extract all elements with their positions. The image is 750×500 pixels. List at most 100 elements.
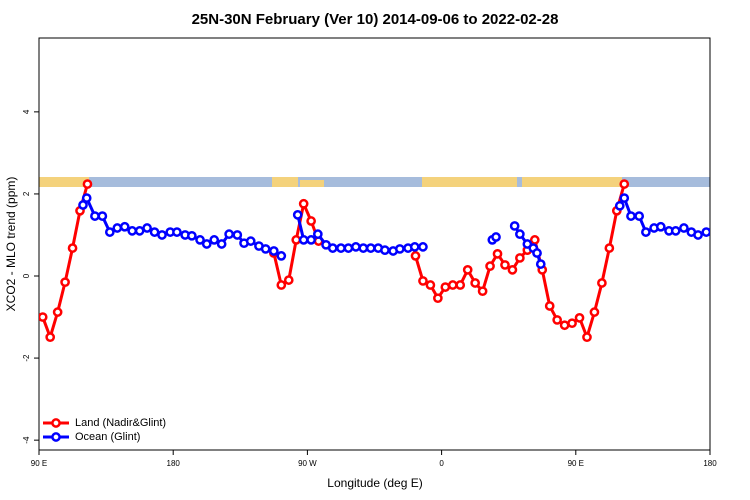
point xyxy=(693,230,703,240)
point xyxy=(45,332,56,343)
legend-label: Land (Nadir&Glint) xyxy=(75,417,166,429)
point xyxy=(455,280,466,290)
point xyxy=(60,277,70,288)
point xyxy=(112,223,123,233)
point xyxy=(327,243,338,253)
point xyxy=(491,232,501,242)
point xyxy=(614,200,625,211)
point xyxy=(209,235,220,245)
y-tick-label: 0 xyxy=(22,273,31,278)
point xyxy=(104,227,115,237)
point xyxy=(634,211,645,221)
plot-area xyxy=(39,179,710,343)
point xyxy=(492,248,503,259)
point xyxy=(201,239,212,249)
point xyxy=(97,211,108,221)
point xyxy=(232,230,243,240)
y-tick-label: -2 xyxy=(22,354,31,362)
point xyxy=(292,210,303,220)
point xyxy=(567,318,577,329)
y-tick-label: 4 xyxy=(22,109,31,114)
point xyxy=(82,179,93,189)
point xyxy=(544,301,555,311)
point xyxy=(425,280,436,290)
point xyxy=(157,230,167,240)
point xyxy=(306,216,316,226)
point xyxy=(535,259,546,269)
point xyxy=(67,243,78,253)
point xyxy=(485,261,495,272)
point xyxy=(78,200,88,210)
point xyxy=(655,221,666,232)
point xyxy=(260,244,271,254)
point xyxy=(394,244,405,254)
point xyxy=(582,332,592,343)
point xyxy=(509,221,520,231)
point xyxy=(532,248,542,258)
x-tick-label: 180 xyxy=(703,459,717,468)
point xyxy=(276,251,287,261)
point xyxy=(500,260,510,270)
y-tick-label: -4 xyxy=(22,436,31,444)
legend-label: Ocean (Glint) xyxy=(75,431,140,443)
x-tick-label: 0 xyxy=(439,459,444,468)
point xyxy=(245,236,256,246)
point xyxy=(269,246,279,256)
point xyxy=(216,239,227,249)
x-tick-label: 90 W xyxy=(298,459,317,468)
x-axis-label: Longitude (deg E) xyxy=(327,476,422,490)
point xyxy=(409,242,420,252)
point xyxy=(619,179,630,189)
point xyxy=(597,278,607,288)
land-ocean-strip xyxy=(39,177,710,187)
x-tick-label: 180 xyxy=(167,459,181,468)
point xyxy=(418,276,428,286)
point xyxy=(195,235,205,245)
point xyxy=(440,282,451,292)
point xyxy=(224,229,234,240)
legend-marker xyxy=(51,432,61,442)
point xyxy=(462,265,473,275)
x-tick-label: 90 E xyxy=(31,459,47,468)
point xyxy=(343,243,354,253)
point xyxy=(589,307,600,317)
chart-title: 25N-30N February (Ver 10) 2014-09-06 to … xyxy=(192,11,559,28)
point xyxy=(515,229,525,240)
point xyxy=(626,211,636,221)
point xyxy=(149,227,160,237)
point xyxy=(507,265,518,275)
point xyxy=(298,235,309,245)
point xyxy=(433,293,443,304)
point xyxy=(679,223,689,233)
point xyxy=(283,275,294,285)
point xyxy=(90,211,100,221)
point xyxy=(142,223,152,233)
point xyxy=(529,235,540,245)
point xyxy=(559,320,570,331)
point xyxy=(276,280,287,290)
point xyxy=(52,307,63,317)
y-axis-label: XCO2 - MLO trend (ppm) xyxy=(4,177,18,312)
point xyxy=(312,229,323,240)
point xyxy=(701,227,710,237)
point xyxy=(619,193,630,203)
point xyxy=(380,245,390,256)
point xyxy=(127,226,138,236)
point xyxy=(186,230,197,241)
point xyxy=(351,242,361,252)
point xyxy=(291,235,302,245)
point xyxy=(641,227,651,237)
x-tick-label: 90 E xyxy=(568,459,584,468)
point xyxy=(470,278,480,288)
point xyxy=(574,313,585,323)
point xyxy=(365,243,376,253)
y-tick-label: 2 xyxy=(22,191,31,196)
point xyxy=(119,221,130,232)
point xyxy=(604,243,615,253)
point xyxy=(81,193,92,203)
point xyxy=(306,235,316,245)
point xyxy=(552,315,563,325)
point xyxy=(515,253,525,263)
point xyxy=(418,242,428,252)
